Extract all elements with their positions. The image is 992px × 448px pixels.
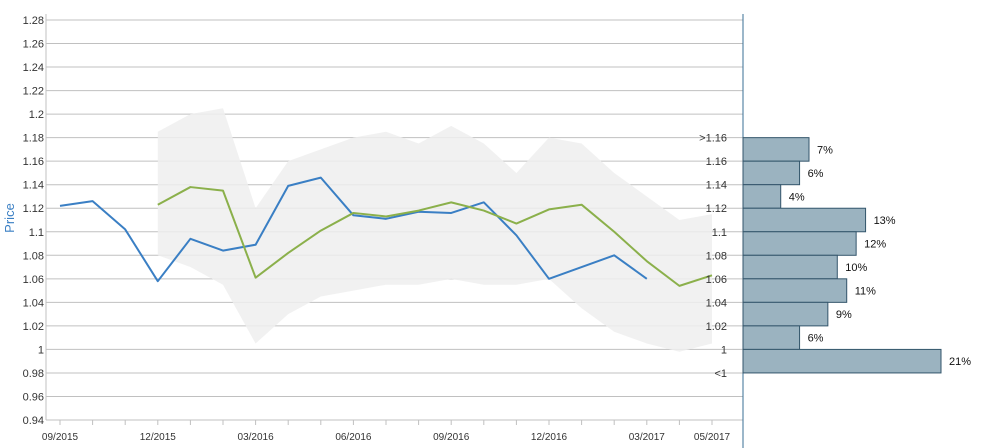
y-tick-label: 0.98: [23, 368, 44, 380]
distribution-bar: [742, 301, 829, 327]
x-tick-label: 06/2016: [335, 432, 372, 443]
distribution-bar: [742, 207, 867, 233]
x-tick-label: 09/2016: [433, 432, 470, 443]
distribution-pct-label: 12%: [864, 239, 886, 251]
distribution-bars: 7%6%4%13%12%10%11%9%6%21%>1.161.161.141.…: [699, 133, 971, 380]
series-line-green: [157, 186, 713, 287]
series-lines: [59, 176, 713, 287]
distribution-bin-label: 1.1: [712, 227, 727, 239]
distribution-bar: [742, 231, 857, 256]
x-tick-label: 12/2015: [140, 432, 177, 443]
y-tick-label: 1.16: [23, 156, 44, 168]
y-tick-label: 1.28: [23, 15, 44, 27]
distribution-bin-label: 1.04: [706, 297, 727, 309]
y-tick-label: 1: [38, 344, 44, 356]
distribution-bin-label: 1.02: [706, 321, 727, 333]
distribution-bin-label: 1.06: [706, 274, 727, 286]
distribution-bar: [742, 348, 942, 374]
distribution-pct-label: 9%: [836, 309, 852, 321]
distribution-bin-label: 1.14: [706, 180, 727, 192]
y-tick-label: 1.04: [23, 297, 44, 309]
distribution-bar: [742, 278, 848, 303]
y-tick-label: 0.96: [23, 391, 44, 403]
x-tick-label: 03/2017: [629, 432, 666, 443]
y-tick-label: 1.24: [23, 62, 44, 74]
distribution-pct-label: 21%: [949, 356, 971, 368]
distribution-bin-label: <1: [714, 368, 727, 380]
distribution-pct-label: 4%: [789, 191, 805, 203]
distribution-pct-label: 10%: [845, 262, 867, 274]
x-tick-label: 12/2016: [531, 432, 568, 443]
y-tick-label: 1.22: [23, 86, 44, 98]
distribution-pct-label: 6%: [808, 168, 824, 180]
y-tick-label: 1.14: [23, 180, 44, 192]
y-tick-label: 1.02: [23, 321, 44, 333]
distribution-bar: [742, 137, 810, 162]
y-tick-label: 1.2: [29, 109, 44, 121]
distribution-bar: [742, 184, 782, 209]
distribution-bar: [742, 254, 838, 280]
distribution-pct-label: 11%: [855, 286, 876, 298]
forecast-band: [157, 108, 713, 352]
y-tick-label: 1.08: [23, 250, 44, 262]
y-tick-label: 1.06: [23, 274, 44, 286]
distribution-pct-label: 6%: [808, 333, 824, 345]
distribution-bin-label: 1.12: [706, 203, 727, 215]
x-tick-label: 09/2015: [42, 432, 79, 443]
distribution-bin-label: >1.16: [699, 133, 727, 145]
y-tick-label: 1.12: [23, 203, 44, 215]
forecast-band-area: [157, 108, 713, 352]
y-tick-label: 1.18: [23, 133, 44, 145]
distribution-pct-label: 13%: [874, 215, 896, 227]
y-tick-label: 1.26: [23, 39, 44, 51]
x-tick-labels: 09/2015 12/2015 03/2016 06/2016 09/2016 12/20…: [42, 432, 731, 443]
distribution-bin-label: 1: [721, 344, 727, 356]
x-tick-label: 03/2016: [238, 432, 275, 443]
x-tick-label: 05/2017: [694, 432, 731, 443]
distribution-pct-label: 7%: [817, 144, 833, 156]
distribution-bin-label: 1.16: [706, 156, 727, 168]
y-tick-label: 1.1: [29, 227, 44, 239]
distribution-bar: [742, 325, 801, 350]
distribution-bin-label: 1.08: [706, 250, 727, 262]
y-tick-label: 0.94: [23, 415, 44, 427]
y-axis-label: Price: [2, 203, 17, 233]
y-tick-labels: 0.94 0.96 0.98 1 1.02 1.04 1.06 1.08 1.1 1.12 1.14…: [23, 15, 44, 427]
distribution-bar: [742, 160, 801, 186]
